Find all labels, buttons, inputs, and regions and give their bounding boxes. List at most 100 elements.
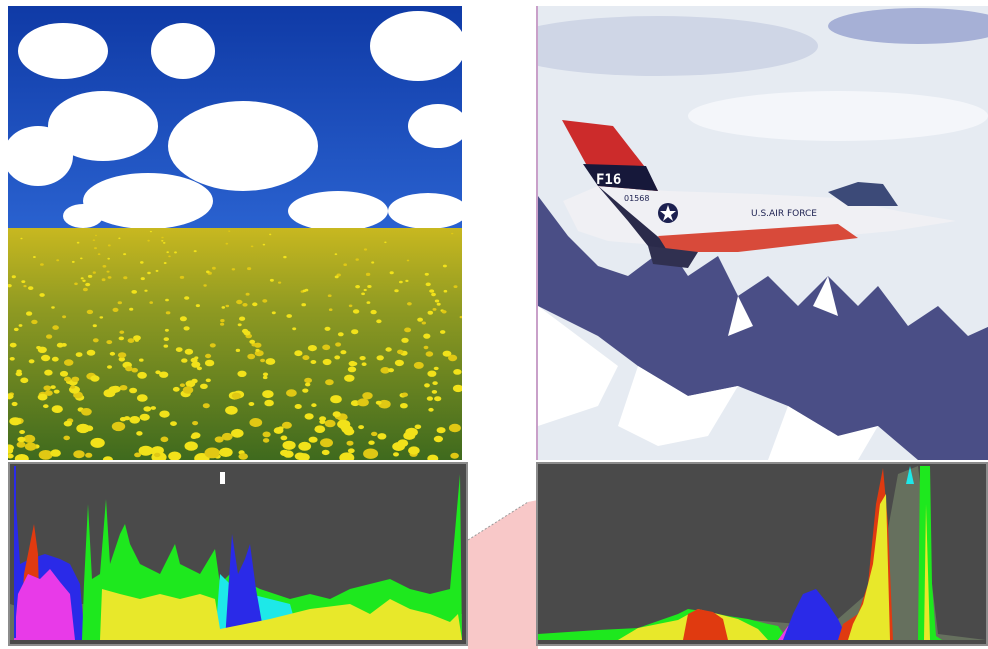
dandelion-flower: [33, 256, 36, 258]
dandelion-flower: [17, 436, 26, 443]
dandelion-flower: [427, 370, 437, 377]
dandelion-flower: [108, 386, 119, 394]
dandelion-flower: [343, 263, 348, 267]
dandelion-flower: [389, 271, 394, 275]
dandelion-flower: [302, 289, 307, 293]
dandelion-flower: [247, 267, 252, 271]
dandelion-flower: [50, 449, 61, 457]
dandelion-flower: [82, 287, 88, 292]
dandelion-flower: [260, 358, 266, 363]
dandelion-flower: [262, 243, 266, 246]
dandelion-flower: [9, 357, 15, 361]
dandelion-flower: [102, 456, 113, 460]
dandelion-flower: [357, 398, 369, 407]
dandelion-flower: [344, 374, 355, 382]
dandelion-flower: [262, 299, 268, 303]
dandelion-flower: [206, 270, 210, 274]
dandelion-flower: [81, 408, 92, 416]
dandelion-flower: [376, 355, 384, 361]
dandelion-flower: [131, 290, 137, 294]
dandelion-flower: [133, 335, 141, 341]
dandelion-flower: [362, 392, 373, 400]
dandelion-flower: [97, 253, 101, 256]
dandelion-flower: [86, 349, 96, 356]
dandelion-flower: [426, 396, 433, 401]
dandelion-flower: [339, 419, 345, 424]
dandelion-flower: [109, 351, 116, 356]
dandelion-flower: [8, 393, 14, 400]
dandelion-flower: [282, 440, 296, 450]
dandelion-flower: [165, 311, 171, 315]
left-rgb-histogram: [8, 462, 468, 646]
dandelion-flower: [405, 279, 409, 282]
dandelion-flower: [9, 417, 22, 426]
dandelion-flower: [314, 425, 326, 434]
dandelion-flower: [247, 353, 256, 360]
dandelion-flower: [129, 307, 134, 311]
dandelion-flower: [51, 306, 55, 309]
dandelion-flower: [163, 344, 169, 348]
dandelion-flower: [432, 381, 438, 385]
dandelion-flower: [76, 423, 90, 434]
dandelion-flower: [294, 404, 302, 409]
dandelion-flower: [404, 327, 412, 333]
dandelion-flower: [335, 342, 342, 347]
dandelion-flower: [425, 282, 431, 287]
dandelion-flower: [262, 372, 269, 377]
dandelion-flower: [252, 302, 258, 307]
dandelion-flower: [307, 345, 317, 352]
dandelion-flower: [332, 411, 341, 418]
dandelion-flower: [363, 288, 367, 292]
hist-red: [683, 609, 728, 640]
dandelion-flower: [76, 241, 80, 244]
dandelion-flower: [23, 434, 36, 443]
dandelion-flower: [238, 453, 248, 460]
dandelion-flower: [220, 319, 225, 323]
dandelion-flower: [134, 452, 142, 458]
dandelion-flower: [236, 299, 243, 305]
dandelion-flower: [205, 378, 211, 383]
dandelion-flower: [245, 292, 250, 296]
dandelion-flower: [179, 316, 187, 322]
dandelion-flower: [71, 260, 75, 263]
hist-yellow: [100, 589, 462, 640]
dandelion-flower: [283, 450, 294, 458]
dandelion-flower: [339, 452, 355, 460]
dandelion-flower: [347, 366, 357, 373]
dandelion-flower: [184, 441, 198, 451]
dandelion-flower: [406, 259, 410, 262]
hist-blue-peak: [225, 534, 265, 640]
dandelion-flower: [375, 400, 382, 405]
dandelion-flower: [424, 272, 429, 276]
dandelion-flower: [11, 275, 16, 279]
dandelion-flower: [214, 436, 224, 443]
dandelion-flower: [311, 403, 317, 408]
dandelion-flower: [184, 348, 194, 355]
dandelion-flower: [63, 435, 70, 441]
dandelion-flower: [182, 386, 194, 394]
dandelion-flower: [37, 393, 48, 401]
dandelion-flower: [278, 281, 282, 284]
dandelion-flower: [407, 302, 412, 306]
dandelion-flower: [62, 315, 67, 319]
dandelion-flower: [95, 234, 97, 237]
dandelion-flower: [380, 367, 391, 374]
dandelion-flower: [90, 437, 105, 448]
dandelion-flower: [168, 255, 171, 258]
dandelion-flower: [328, 308, 333, 312]
dandelion-flower: [61, 343, 67, 347]
right-histogram-icon: [538, 466, 986, 640]
dandelion-flower: [200, 383, 208, 389]
dandelion-flower: [31, 319, 38, 325]
dandelion-flower: [51, 405, 63, 413]
dandelion-flower: [138, 445, 153, 456]
dandelion-flower: [190, 357, 198, 363]
dandelion-flower: [371, 431, 378, 437]
dandelion-flower: [400, 403, 408, 409]
dandelion-flower: [301, 303, 307, 307]
dandelion-flower: [209, 343, 216, 348]
dandelion-flower: [366, 301, 371, 304]
dandelion-flower: [421, 321, 426, 325]
dandelion-flower: [172, 386, 180, 392]
hist-yellow-sliver: [924, 504, 930, 640]
